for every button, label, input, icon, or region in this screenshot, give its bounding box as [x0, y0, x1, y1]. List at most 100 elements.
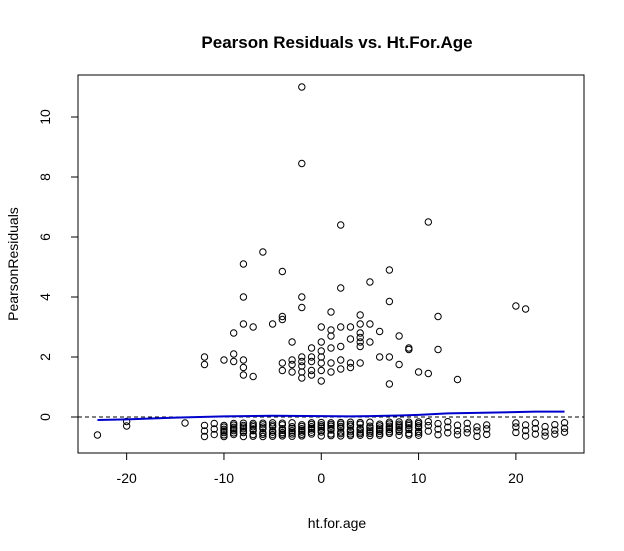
data-point: [239, 356, 248, 364]
data-point: [200, 353, 209, 361]
data-point: [375, 420, 384, 428]
data-point: [220, 356, 228, 364]
data-point: [288, 423, 296, 431]
data-point: [356, 311, 364, 319]
data-point: [327, 326, 335, 334]
data-point: [239, 432, 248, 441]
data-point: [375, 424, 384, 432]
data-point: [385, 266, 394, 274]
x-tick-label: 0: [317, 470, 325, 486]
data-point: [288, 426, 296, 435]
data-point: [356, 333, 364, 342]
data-point: [560, 424, 569, 432]
data-point: [229, 350, 238, 358]
data-point: [278, 359, 287, 367]
data-point: [317, 323, 325, 331]
y-tick-label: 4: [37, 293, 53, 301]
data-point: [298, 425, 306, 433]
data-point: [385, 418, 394, 426]
data-point: [239, 260, 248, 268]
data-point: [288, 368, 296, 376]
data-point: [385, 428, 394, 436]
data-point: [521, 432, 530, 440]
data-point: [288, 356, 296, 364]
data-point: [463, 429, 471, 437]
data-point: [366, 338, 374, 346]
data-point: [424, 369, 433, 378]
data-point: [249, 323, 257, 331]
data-point: [531, 430, 540, 438]
data-point: [327, 332, 335, 340]
y-tick-label: 8: [37, 173, 53, 181]
data-point: [317, 421, 325, 429]
data-point: [122, 417, 131, 426]
data-point: [220, 421, 228, 430]
y-tick-label: 6: [37, 233, 53, 241]
data-point: [298, 303, 306, 312]
data-point: [239, 371, 248, 379]
data-point: [298, 368, 306, 376]
data-point: [210, 419, 218, 428]
data-point: [366, 422, 374, 430]
data-point: [395, 418, 403, 426]
data-point: [298, 357, 306, 366]
data-point: [337, 284, 345, 292]
data-point: [375, 327, 384, 336]
data-point: [337, 418, 345, 427]
data-point: [405, 429, 413, 438]
y-tick-label: 0: [37, 413, 53, 421]
data-point: [375, 429, 384, 438]
data-point: [278, 312, 287, 321]
data-point: [453, 375, 462, 384]
data-point: [229, 419, 238, 428]
plot-frame: [77, 74, 585, 454]
data-point: [366, 278, 374, 286]
data-point: [317, 353, 325, 361]
data-point: [229, 329, 238, 337]
data-point: [366, 320, 374, 328]
data-point: [434, 312, 442, 321]
data-point: [327, 430, 335, 438]
data-point: [307, 366, 316, 375]
data-point: [268, 419, 277, 427]
data-point: [414, 427, 423, 436]
data-point: [346, 363, 355, 372]
data-point: [463, 425, 471, 433]
data-point: [327, 344, 335, 352]
x-tick-label: 10: [411, 470, 427, 486]
data-point: [385, 297, 394, 306]
data-point: [239, 293, 248, 301]
data-point: [434, 345, 442, 354]
data-point: [317, 426, 325, 435]
data-point: [482, 421, 491, 429]
data-point: [239, 427, 248, 435]
data-point: [444, 417, 452, 426]
data-point: [200, 360, 209, 369]
data-point: [395, 360, 403, 369]
data-point: [288, 432, 296, 440]
data-point: [307, 357, 316, 366]
data-point: [327, 419, 335, 427]
data-point: [249, 372, 257, 381]
data-point: [181, 419, 189, 427]
data-point: [278, 425, 287, 433]
data-point: [307, 419, 316, 427]
data-point: [210, 430, 218, 439]
data-point: [356, 428, 364, 436]
data-point: [531, 419, 540, 427]
data-point: [278, 366, 287, 375]
y-axis-title: PearsonResiduals: [5, 207, 21, 321]
x-tick-label: -20: [117, 470, 137, 486]
data-point: [424, 421, 433, 430]
data-point: [405, 418, 413, 426]
data-point: [337, 356, 345, 364]
data-point: [366, 431, 374, 440]
data-point: [298, 421, 306, 429]
data-point: [259, 428, 267, 437]
data-point: [453, 431, 462, 439]
data-point: [298, 159, 306, 168]
data-point: [521, 421, 530, 429]
data-point: [346, 426, 355, 434]
data-point: [424, 427, 433, 435]
